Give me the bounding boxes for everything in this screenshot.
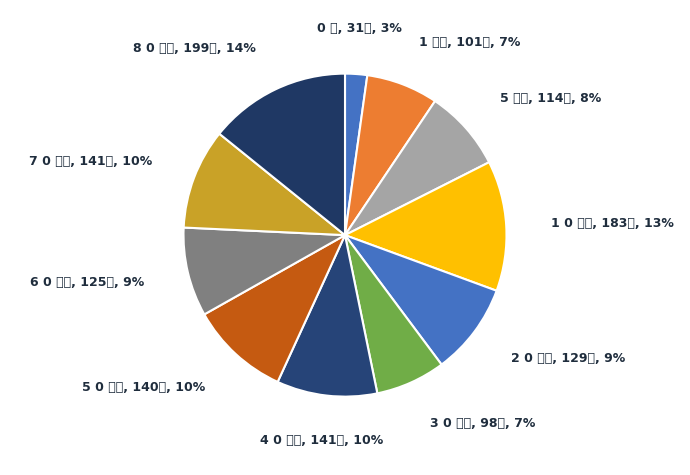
Wedge shape [345,75,435,235]
Wedge shape [184,228,345,314]
Text: 0 歳, 31人, 3%: 0 歳, 31人, 3% [317,22,402,36]
Text: 7 0 歳～, 141人, 10%: 7 0 歳～, 141人, 10% [28,155,152,168]
Wedge shape [345,101,489,235]
Wedge shape [345,74,367,235]
Wedge shape [345,235,497,365]
Wedge shape [219,74,345,235]
Wedge shape [277,235,377,397]
Text: 8 0 歳～, 199人, 14%: 8 0 歳～, 199人, 14% [133,42,256,55]
Wedge shape [345,162,506,291]
Text: 5 歳～, 114人, 8%: 5 歳～, 114人, 8% [500,92,601,104]
Text: 2 0 歳～, 129人, 9%: 2 0 歳～, 129人, 9% [511,352,625,365]
Text: 1 0 歳～, 183人, 13%: 1 0 歳～, 183人, 13% [551,217,674,229]
Text: 5 0 歳～, 140人, 10%: 5 0 歳～, 140人, 10% [81,381,205,394]
Wedge shape [184,133,345,235]
Wedge shape [345,235,442,393]
Text: 4 0 歳～, 141人, 10%: 4 0 歳～, 141人, 10% [260,434,383,447]
Text: 3 0 歳～, 98人, 7%: 3 0 歳～, 98人, 7% [430,417,535,430]
Text: 6 0 歳～, 125人, 9%: 6 0 歳～, 125人, 9% [30,276,144,289]
Wedge shape [204,235,345,382]
Text: 1 歳～, 101人, 7%: 1 歳～, 101人, 7% [419,36,520,48]
